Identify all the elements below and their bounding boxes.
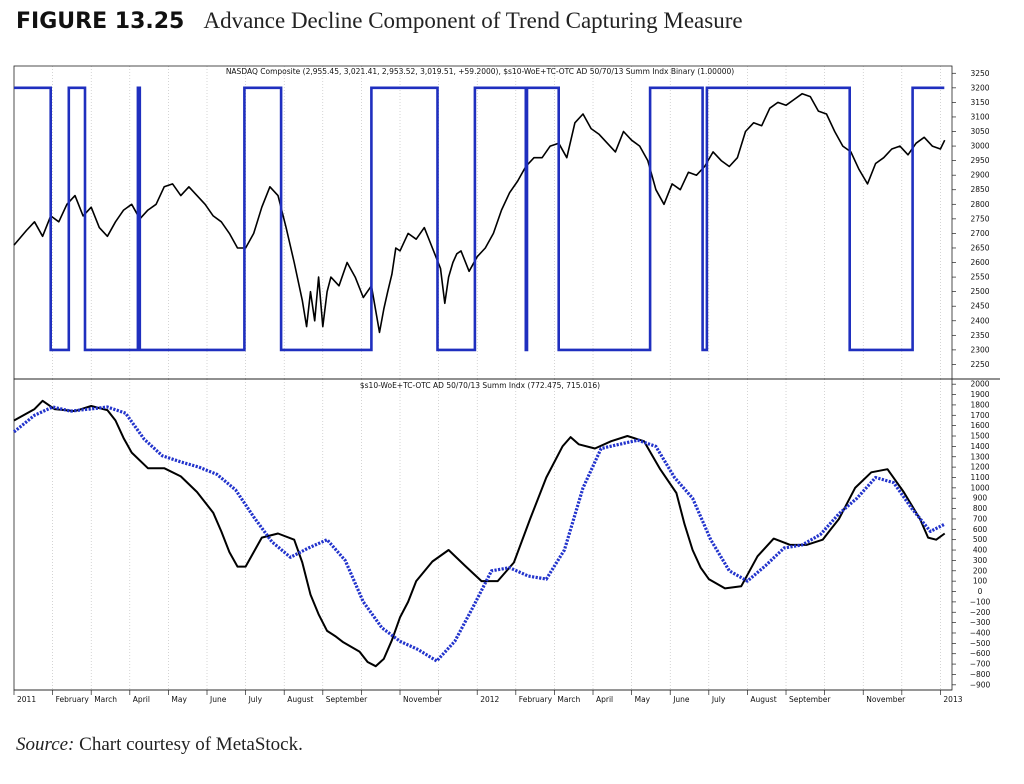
bottom-y-tick-label: 1700 [970,411,989,420]
x-tick-label: May [171,695,187,704]
bottom-y-tick-label: 1300 [970,452,989,461]
x-tick-label: April [133,695,150,704]
x-tick-label: February [519,695,553,704]
x-tick-label: 2013 [943,695,962,704]
bottom-y-tick-label: 100 [973,577,988,586]
figure-source: Source: Chart courtesy of MetaStock. [16,734,303,756]
figure-number: FIGURE 13.25 [16,9,185,34]
bottom-y-tick-label: −600 [970,649,991,658]
x-tick-label: August [750,695,776,704]
top-y-tick-label: 2950 [970,156,989,165]
x-tick-label: August [287,695,313,704]
bottom-y-tick-label: −400 [970,628,991,637]
top-y-tick-label: 3250 [970,69,989,78]
x-tick-label: June [672,695,690,704]
bottom-y-tick-label: 1600 [970,421,989,430]
bottom-y-tick-label: 400 [973,546,988,555]
top-y-tick-label: 3150 [970,98,989,107]
top-pane-y-axis: 2250 2300 2350 2400 2450 2500 2550 2600 2650 2700… [952,69,990,369]
bottom-y-tick-label: 800 [973,504,988,513]
x-tick-label: September [326,695,368,704]
top-y-tick-label: 2250 [970,360,989,369]
x-tick-label: July [711,695,726,704]
top-y-tick-label: 2750 [970,214,989,223]
x-tick-label: July [248,695,263,704]
top-y-tick-label: 2650 [970,243,989,252]
top-y-tick-label: 2400 [970,316,989,325]
bottom-y-tick-label: −200 [970,608,991,617]
top-y-tick-label: 2800 [970,200,989,209]
bottom-y-tick-label: −100 [970,597,991,606]
top-y-tick-label: 3000 [970,142,989,151]
bottom-y-tick-label: 0 [978,587,983,596]
bottom-y-tick-label: 1500 [970,432,989,441]
x-tick-label: April [596,695,613,704]
bottom-y-tick-label: 200 [973,566,988,575]
top-y-tick-label: 2550 [970,273,989,282]
bottom-y-tick-label: −300 [970,618,991,627]
bottom-y-tick-label: −500 [970,639,991,648]
top-pane-series [13,86,946,352]
bottom-y-tick-label: 1400 [970,442,989,451]
chart-frames [13,65,1000,691]
bottom-y-tick-label: 300 [973,556,988,565]
top-pane-gridlines [52,66,941,379]
x-tick-label: September [789,695,831,704]
nasdaq-composite-line [13,92,946,334]
top-y-tick-label: 2900 [970,171,989,180]
x-tick-label: February [56,695,90,704]
top-y-tick-label: 2850 [970,185,989,194]
top-y-tick-label: 2700 [970,229,989,238]
top-y-tick-label: 2350 [970,331,989,340]
summation-index-line [13,399,946,668]
top-pane-header: NASDAQ Composite (2,955.45, 3,021.41, 2,… [226,67,734,76]
bottom-y-tick-label: 1900 [970,390,989,399]
top-pane-frame [13,65,953,380]
x-tick-label: March [94,695,117,704]
binary-signal-line [14,86,945,352]
summation-index-signal-dotted [12,405,946,663]
bottom-y-tick-label: 2000 [970,380,989,389]
bottom-y-tick-label: 700 [973,514,988,523]
top-y-tick-label: 3200 [970,83,989,92]
x-tick-label: November [866,695,906,704]
x-tick-label: November [403,695,443,704]
top-y-tick-label: 2450 [970,302,989,311]
bottom-y-tick-label: 1100 [970,473,989,482]
bottom-y-tick-label: −900 [970,680,991,689]
bottom-y-tick-label: 1000 [970,483,989,492]
bottom-pane-frame [13,378,953,691]
bottom-pane-y-axis: 2000190018001700160015001400130012001100… [952,380,991,689]
x-tick-label: 2012 [480,695,499,704]
bottom-pane-header: $s10-WoE+TC-OTC AD 50/70/13 Summ Indx (7… [360,381,600,390]
top-y-tick-label: 3050 [970,127,989,136]
top-y-tick-label: 2300 [970,345,989,354]
bottom-y-tick-label: 1800 [970,400,989,409]
x-tick-label: May [635,695,651,704]
bottom-y-tick-label: 900 [973,494,988,503]
figure-caption-title: Advance Decline Component of Trend Captu… [203,8,743,33]
bottom-pane-gridlines [52,379,941,690]
top-y-tick-label: 3100 [970,112,989,121]
top-y-tick-label: 2500 [970,287,989,296]
bottom-y-tick-label: 600 [973,525,988,534]
x-tick-label: March [557,695,580,704]
x-tick-label: June [209,695,227,704]
source-text: Chart courtesy of MetaStock. [79,734,303,755]
bottom-y-tick-label: 1200 [970,463,989,472]
bottom-pane-series [12,399,946,668]
x-axis: 2011 February March April May June July August S… [13,689,963,704]
x-tick-label: 2011 [17,695,36,704]
figure-title: FIGURE 13.25 Advance Decline Component o… [16,8,743,38]
source-label: Source: [16,734,75,755]
bottom-y-tick-label: −800 [970,670,991,679]
top-y-tick-label: 2600 [970,258,989,267]
bottom-y-tick-label: 500 [973,535,988,544]
bottom-y-tick-label: −700 [970,660,991,669]
